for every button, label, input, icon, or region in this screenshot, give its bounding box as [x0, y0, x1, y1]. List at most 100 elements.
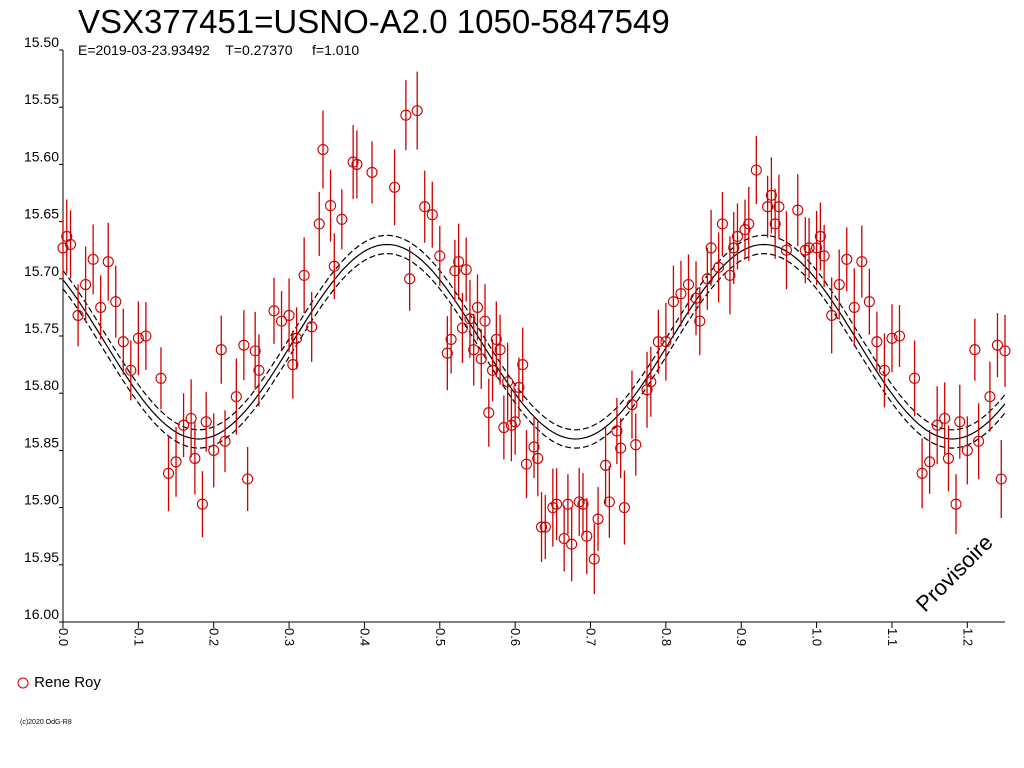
- point-marker: [701, 273, 713, 285]
- axes: 15.50 15.55 15.60 15.65 15.70 15.75 15.80 15.85…: [24, 34, 1005, 646]
- data-point: [57, 217, 69, 278]
- data-point: [155, 347, 167, 410]
- data-point: [460, 237, 472, 302]
- data-point: [961, 416, 973, 485]
- point-marker: [984, 391, 996, 403]
- point-marker: [577, 498, 589, 510]
- point-marker: [645, 376, 657, 388]
- point-marker: [532, 452, 544, 464]
- point-marker: [449, 265, 461, 277]
- data-point: [558, 505, 570, 572]
- data-point: [893, 305, 906, 367]
- point-marker: [400, 109, 412, 121]
- point-marker: [558, 532, 570, 545]
- point-marker: [509, 416, 521, 428]
- data-point: [336, 189, 348, 250]
- point-marker: [483, 407, 495, 419]
- point-marker: [878, 364, 890, 376]
- data-point: [803, 217, 815, 278]
- point-marker: [242, 473, 254, 485]
- data-point: [856, 225, 868, 298]
- data-point: [317, 110, 329, 189]
- y-tick-label: 15.95: [24, 549, 59, 565]
- data-point: [208, 413, 220, 488]
- data-point: [487, 339, 499, 402]
- point-marker: [856, 256, 868, 268]
- point-marker: [750, 164, 762, 176]
- point-marker: [942, 452, 955, 464]
- data-point: [275, 291, 288, 352]
- data-point: [762, 175, 774, 238]
- chart-title: VSX377451=USNO-A2.0 1050-5847549: [78, 3, 670, 40]
- point-marker: [765, 189, 777, 201]
- data-point: [600, 426, 612, 505]
- data-point: [132, 301, 144, 376]
- data-point: [80, 246, 92, 323]
- watermark-text: Provisoire: [911, 530, 998, 617]
- data-point: [886, 304, 898, 373]
- point-marker: [705, 242, 717, 254]
- data-point: [306, 291, 318, 362]
- point-marker: [630, 439, 642, 451]
- point-marker: [950, 498, 962, 510]
- data-point: [826, 277, 838, 354]
- data-point: [189, 422, 201, 495]
- data-point: [577, 473, 589, 536]
- point-marker: [535, 521, 548, 533]
- data-point: [916, 438, 928, 509]
- point-marker: [660, 336, 672, 348]
- point-marker: [743, 218, 755, 230]
- x-tick-label: 0.5: [433, 628, 448, 646]
- data-point: [581, 498, 593, 575]
- data-point: [517, 327, 529, 402]
- point-marker: [275, 315, 288, 327]
- data-point: [532, 420, 544, 497]
- data-point: [780, 211, 793, 290]
- data-point: [667, 265, 679, 338]
- point-marker: [731, 230, 744, 243]
- legend: Rene Roy: [16, 673, 101, 693]
- data-point: [739, 199, 751, 260]
- point-marker: [848, 301, 860, 313]
- y-tick-label: 15.70: [24, 263, 59, 279]
- data-point: [731, 203, 744, 270]
- data-point: [400, 80, 412, 151]
- point-marker: [505, 419, 517, 431]
- data-point: [366, 141, 378, 204]
- y-tick-label: 16.00: [24, 606, 59, 622]
- point-marker: [215, 344, 227, 356]
- data-point: [441, 316, 453, 391]
- data-point: [404, 246, 416, 311]
- data-point: [675, 260, 687, 327]
- data-point: [694, 287, 706, 356]
- point-marker: [916, 467, 928, 479]
- data-point: [468, 313, 480, 386]
- point-marker: [306, 321, 318, 333]
- data-point: [238, 310, 250, 381]
- data-point: [848, 268, 860, 347]
- point-marker: [513, 381, 525, 394]
- data-point: [690, 261, 702, 336]
- point-marker: [291, 332, 303, 344]
- point-marker: [298, 269, 310, 281]
- data-point: [102, 222, 114, 301]
- point-marker: [841, 253, 853, 265]
- point-marker: [411, 105, 423, 117]
- x-tick-label: 0.0: [56, 628, 71, 646]
- point-marker: [336, 213, 348, 225]
- point-marker: [728, 242, 740, 254]
- data-point: [268, 277, 280, 344]
- data-point: [87, 224, 99, 295]
- point-marker: [780, 244, 793, 256]
- point-marker: [238, 339, 250, 351]
- y-tick-label: 15.80: [24, 377, 59, 393]
- x-tick-label: 0.9: [734, 628, 749, 646]
- point-marker: [682, 278, 695, 291]
- point-marker: [762, 201, 774, 213]
- data-point: [456, 292, 468, 363]
- data-point: [566, 507, 578, 582]
- point-marker: [453, 256, 465, 268]
- point-marker: [64, 238, 77, 251]
- data-point: [969, 318, 981, 381]
